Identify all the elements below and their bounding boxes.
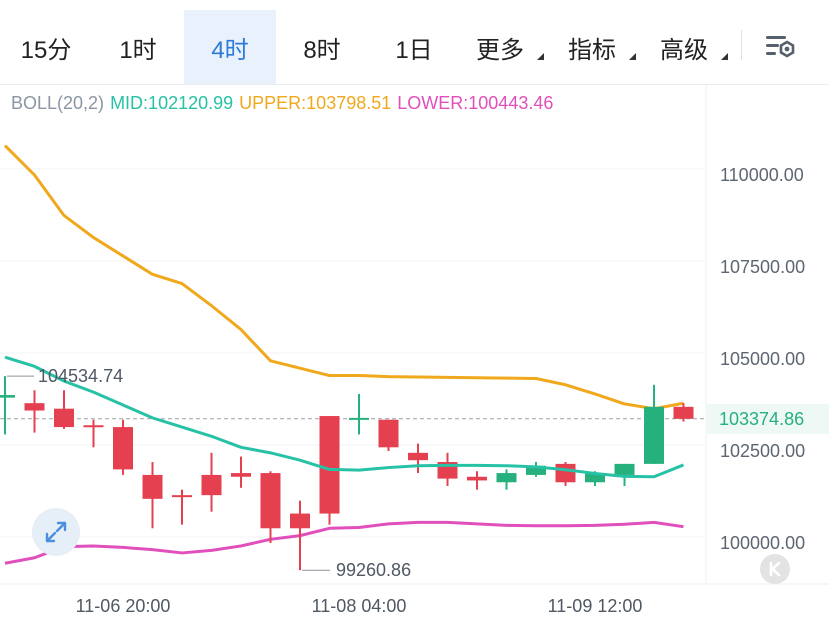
- boll-lower-value: LOWER:100443.46: [397, 93, 554, 113]
- boll-indicator-legend: BOLL(20,2) MID:102120.99 UPPER:103798.51 LO…: [11, 93, 559, 114]
- candle-body: [24, 403, 45, 411]
- x-tick-label: 11-09 12:00: [548, 596, 643, 616]
- tab-divider: [741, 30, 742, 60]
- low-price-label: 99260.86: [336, 560, 411, 580]
- candle-body: [349, 417, 369, 420]
- tab-label: 1日: [395, 36, 433, 64]
- kline-icon: [769, 561, 781, 577]
- boll-mid-line: [4, 355, 685, 479]
- candle-body: [526, 465, 546, 475]
- tab-more[interactable]: 更多: [460, 10, 544, 84]
- candle-body: [113, 427, 133, 470]
- expand-icon: [45, 521, 67, 543]
- tab-label: 高级: [660, 36, 708, 64]
- tab-advanced[interactable]: 高级: [644, 10, 728, 84]
- candle-body: [0, 395, 15, 398]
- candle-body: [172, 495, 192, 498]
- current-price-badge: 103374.86: [707, 404, 829, 434]
- tab-8h[interactable]: 8时: [276, 10, 368, 84]
- y-tick-label: 100000.00: [720, 533, 805, 553]
- tab-label: 1时: [119, 36, 157, 64]
- high-price-label: 104534.74: [38, 366, 123, 386]
- candle-body: [585, 473, 605, 483]
- candle-body: [290, 513, 310, 529]
- chart-settings-icon[interactable]: [760, 30, 800, 64]
- boll-upper-line: [3, 144, 684, 411]
- tab-1d[interactable]: 1日: [368, 10, 460, 84]
- dropdown-arrow-icon: [629, 53, 636, 60]
- y-tick-label: 110000.00: [720, 165, 804, 185]
- x-tick-label: 11-08 04:00: [312, 596, 407, 616]
- candle-body: [644, 406, 664, 464]
- dropdown-arrow-icon: [721, 53, 728, 60]
- tab-4h[interactable]: 4时: [184, 10, 276, 84]
- x-tick-label: 11-06 20:00: [76, 596, 171, 616]
- boll-upper-value: UPPER:103798.51: [239, 93, 392, 113]
- candle-body: [319, 416, 340, 514]
- dropdown-arrow-icon: [537, 53, 544, 60]
- tab-label: 指标: [568, 36, 616, 64]
- candle-body: [142, 474, 163, 499]
- tab-indicators[interactable]: 指标: [552, 10, 636, 84]
- candle-body: [555, 463, 576, 483]
- candle-body: [496, 473, 517, 483]
- tab-label: 8时: [303, 36, 341, 64]
- y-tick-label: 105000.00: [720, 349, 805, 369]
- candle-body: [614, 463, 635, 475]
- candle-body: [54, 408, 74, 428]
- candle-body: [408, 452, 428, 461]
- y-tick-label: 107500.00: [720, 257, 805, 277]
- boll-lower-line: [4, 520, 684, 565]
- candle-body: [83, 425, 104, 428]
- tab-label: 15分: [20, 36, 72, 64]
- candle-body: [201, 474, 222, 496]
- candle-body: [378, 419, 399, 448]
- candle-body: [231, 473, 251, 477]
- tab-label: 4时: [211, 36, 249, 64]
- expand-chart-button[interactable]: [32, 508, 80, 556]
- candle-body: [260, 473, 281, 529]
- kline-logo-button[interactable]: [760, 554, 790, 584]
- y-tick-label: 102500.00: [720, 441, 805, 461]
- candle-body: [673, 406, 694, 419]
- boll-name: BOLL(20,2): [11, 93, 105, 113]
- timeframe-tab-bar: 15分 1时 4时 8时 1日 更多 指标 高级: [0, 0, 829, 85]
- boll-mid-value: MID:102120.99: [110, 93, 234, 113]
- tab-15m[interactable]: 15分: [0, 10, 92, 84]
- candlestick-chart[interactable]: 110000.00 107500.00 105000.00 102500.00 1000…: [0, 84, 829, 628]
- tab-label: 更多: [476, 36, 524, 64]
- candle-body: [467, 476, 487, 481]
- tab-1h[interactable]: 1时: [92, 10, 184, 84]
